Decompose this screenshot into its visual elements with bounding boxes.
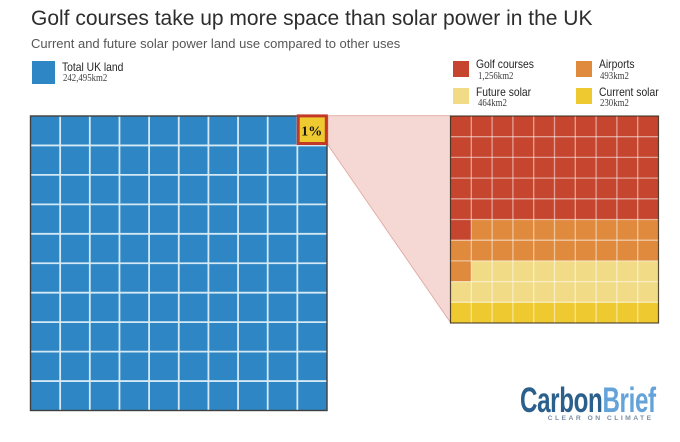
svg-text:1%: 1%	[301, 124, 322, 139]
